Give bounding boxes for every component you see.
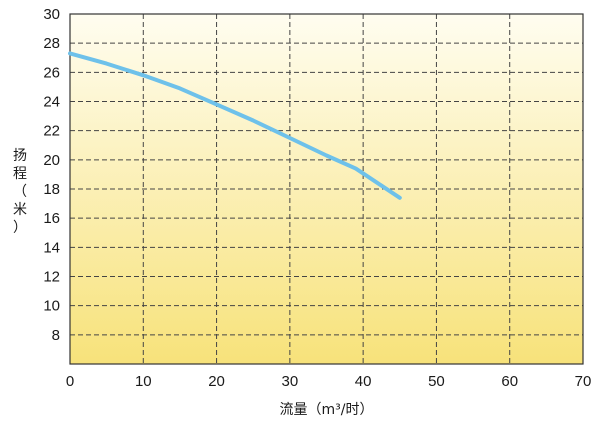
x-tick-labels: 0 10 20 30 40 50 60 70 <box>66 373 592 390</box>
y-tick-label: 22 <box>43 123 60 140</box>
y-tick-label: 16 <box>43 210 60 227</box>
x-tick-label: 20 <box>208 373 225 390</box>
y-tick-label: 30 <box>43 6 60 23</box>
y-tick-labels: 8 10 12 14 16 18 20 22 24 26 28 30 <box>43 6 60 344</box>
x-tick-label: 30 <box>282 373 299 390</box>
x-axis-label: 流量（m³/时） <box>280 402 374 418</box>
y-axis-label: 扬程（米） <box>13 148 27 236</box>
y-tick-label: 26 <box>43 64 60 81</box>
y-tick-label: 18 <box>43 181 60 198</box>
y-tick-label: 14 <box>43 239 60 256</box>
y-tick-label: 20 <box>43 152 60 169</box>
series-line <box>68 51 402 200</box>
x-tick-label: 0 <box>66 373 74 390</box>
grid-lines <box>70 14 583 364</box>
series-layer <box>68 51 402 200</box>
y-tick-label: 8 <box>52 327 60 344</box>
x-tick-label: 40 <box>355 373 372 390</box>
x-tick-label: 60 <box>501 373 518 390</box>
y-tick-label: 10 <box>43 298 60 315</box>
plot-frame <box>69 13 584 365</box>
y-tick-label: 12 <box>43 269 60 286</box>
y-tick-label: 24 <box>43 94 60 111</box>
y-tick-label: 28 <box>43 35 60 52</box>
x-tick-label: 10 <box>135 373 152 390</box>
x-tick-label: 50 <box>428 373 445 390</box>
x-tick-label: 70 <box>575 373 592 390</box>
